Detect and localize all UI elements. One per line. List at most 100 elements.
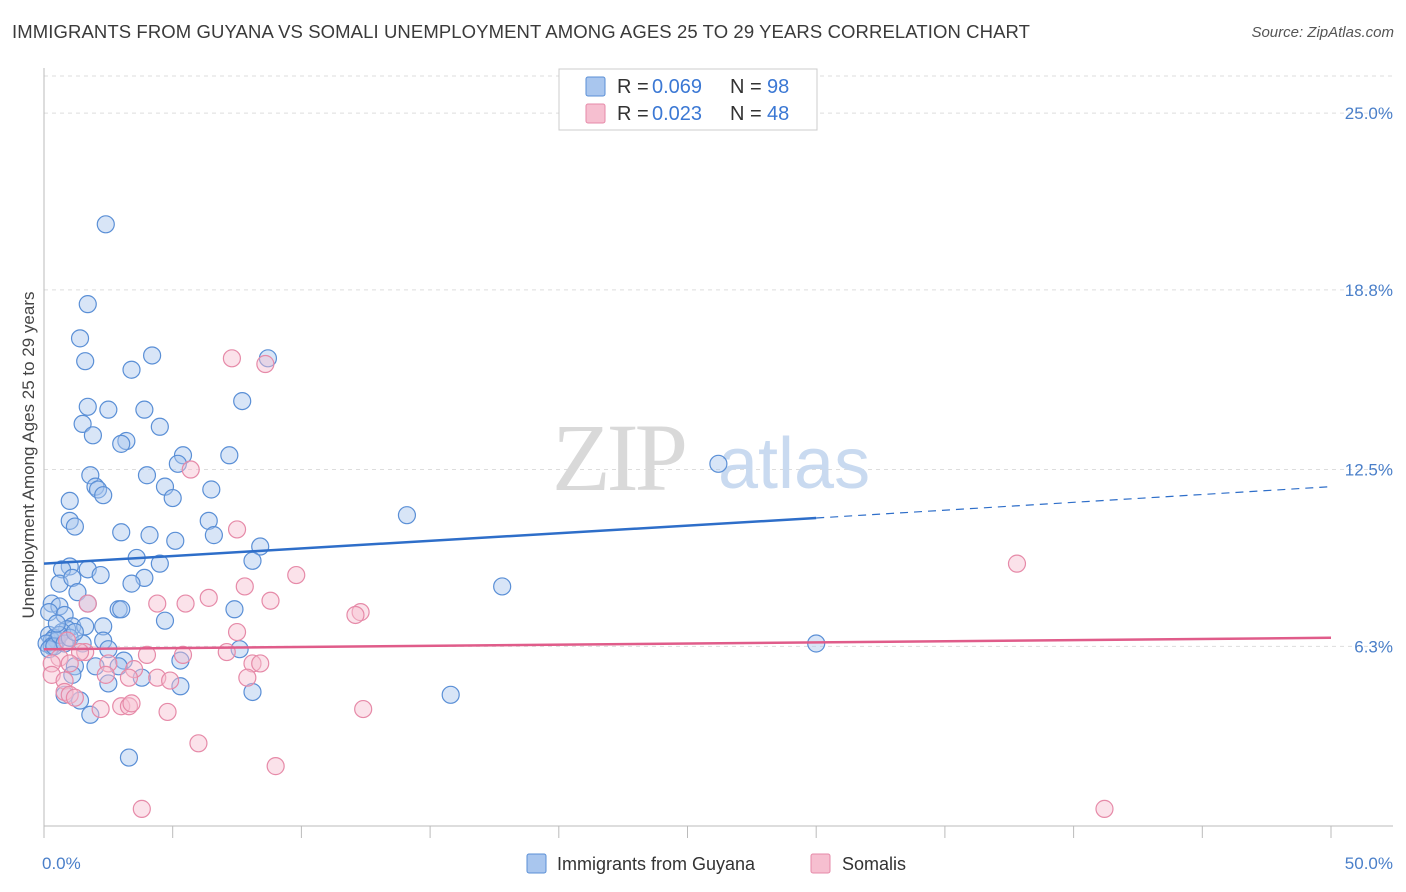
point-somalis-26 (60, 654, 79, 673)
point-guyana-92 (493, 577, 512, 596)
point-somalis-46 (1007, 554, 1027, 573)
point-guyana-42 (91, 565, 110, 585)
point-guyana-31 (140, 526, 159, 545)
trend-line-guyana (43, 516, 817, 565)
point-somalis-36 (65, 688, 84, 707)
point-somalis-7 (261, 591, 280, 610)
point-somalis-42 (354, 699, 373, 719)
point-guyana-29 (65, 517, 84, 536)
source-credit: Source: ZipAtlas.com (1251, 24, 1394, 41)
bottom-legend: Immigrants from Guyana Somalis (526, 853, 906, 874)
bottom-legend-label-guyana: Immigrants from Guyana (557, 854, 756, 874)
legend-r-label-1: R = (617, 76, 649, 98)
point-somalis-21 (137, 645, 157, 664)
point-guyana-59 (94, 617, 113, 636)
point-somalis-33 (161, 671, 180, 690)
point-somalis-5 (235, 577, 254, 596)
point-somalis-30 (119, 668, 139, 687)
point-guyana-46 (68, 583, 87, 602)
legend-swatch-somalis (585, 103, 606, 124)
legend-n-label-1: N = (730, 76, 762, 98)
point-somalis-45 (132, 799, 151, 818)
point-guyana-28 (60, 511, 79, 530)
trend-line-somalis (43, 636, 1332, 651)
point-somalis-24 (251, 654, 270, 673)
point-guyana-52 (112, 600, 131, 619)
point-somalis-39 (122, 694, 141, 713)
point-guyana-88 (70, 691, 90, 710)
point-guyana-91 (397, 506, 417, 525)
point-guyana-27 (60, 491, 79, 511)
point-guyana-37 (243, 551, 262, 570)
point-guyana-26 (163, 488, 182, 508)
point-guyana-11 (73, 414, 92, 434)
point-guyana-15 (112, 434, 131, 453)
point-guyana-87 (243, 682, 262, 702)
legend-box: R = 0.069 N = 98 R = 0.023 N = 48 (558, 68, 818, 131)
legend-n-value-1: 98 (767, 76, 789, 98)
point-guyana-8 (99, 400, 118, 419)
point-somalis-38 (119, 697, 139, 716)
point-guyana-34 (166, 531, 185, 550)
point-guyana-38 (150, 554, 169, 573)
y-tick-label-1: 12.5% (1345, 461, 1393, 480)
point-guyana-7 (78, 397, 97, 416)
point-somalis-34 (55, 682, 74, 702)
point-somalis-3 (227, 520, 247, 539)
point-guyana-90 (119, 748, 139, 767)
point-somalis-4 (287, 565, 306, 585)
legend-swatch-guyana (585, 76, 606, 97)
point-somalis-27 (96, 665, 115, 684)
trend-line-guyana-extension (816, 486, 1332, 519)
point-somalis-44 (266, 757, 285, 776)
point-guyana-1 (78, 295, 97, 314)
point-guyana-19 (81, 466, 100, 485)
point-somalis-20 (124, 660, 144, 679)
y-axis-title: Unemployment Among Ages 25 to 29 years (19, 292, 38, 619)
series-somalis-points (42, 349, 1114, 818)
point-guyana-10 (233, 391, 252, 411)
legend-r-value-1: 0.069 (652, 76, 702, 98)
point-somalis-6 (199, 588, 218, 607)
bottom-legend-swatch-guyana (526, 853, 547, 874)
point-guyana-47 (122, 574, 141, 593)
point-guyana-24 (202, 480, 221, 499)
bottom-legend-label-somalis: Somalis (842, 854, 906, 874)
point-somalis-32 (238, 668, 257, 687)
watermark-zip: ZIP (552, 404, 685, 511)
point-guyana-20 (137, 466, 157, 485)
legend-r-label-2: R = (617, 103, 649, 125)
point-somalis-40 (91, 699, 110, 719)
y-tick-label-2: 18.8% (1345, 281, 1393, 300)
point-guyana-14 (117, 431, 136, 451)
x-tick-labels: 0.0% 50.0% (42, 854, 1393, 873)
trend-lines (43, 486, 1332, 651)
point-somalis-37 (112, 697, 131, 716)
y-tick-label-3: 25.0% (1345, 104, 1393, 123)
point-guyana-25 (94, 486, 113, 505)
point-guyana-17 (173, 446, 193, 465)
point-guyana-89 (81, 705, 100, 724)
point-somalis-9 (176, 594, 195, 613)
point-somalis-1 (256, 354, 275, 374)
point-somalis-41 (158, 702, 177, 722)
point-guyana-93 (709, 454, 728, 473)
point-guyana-33 (204, 526, 223, 545)
point-somalis-11 (346, 605, 365, 625)
point-somalis-35 (60, 685, 79, 704)
point-guyana-97 (47, 614, 66, 633)
y-tick-label-0: 6.3% (1354, 637, 1393, 656)
point-guyana-45 (63, 568, 82, 588)
point-guyana-9 (135, 400, 154, 419)
watermark-atlas: atlas (718, 424, 870, 504)
point-guyana-0 (96, 215, 115, 234)
point-guyana-56 (155, 611, 175, 630)
watermark: ZIP atlas (552, 404, 870, 511)
point-guyana-85 (171, 677, 190, 696)
point-guyana-2 (70, 329, 90, 348)
point-somalis-43 (189, 734, 208, 753)
point-guyana-4 (143, 346, 162, 365)
axes (43, 68, 1393, 838)
point-guyana-81 (109, 657, 128, 676)
